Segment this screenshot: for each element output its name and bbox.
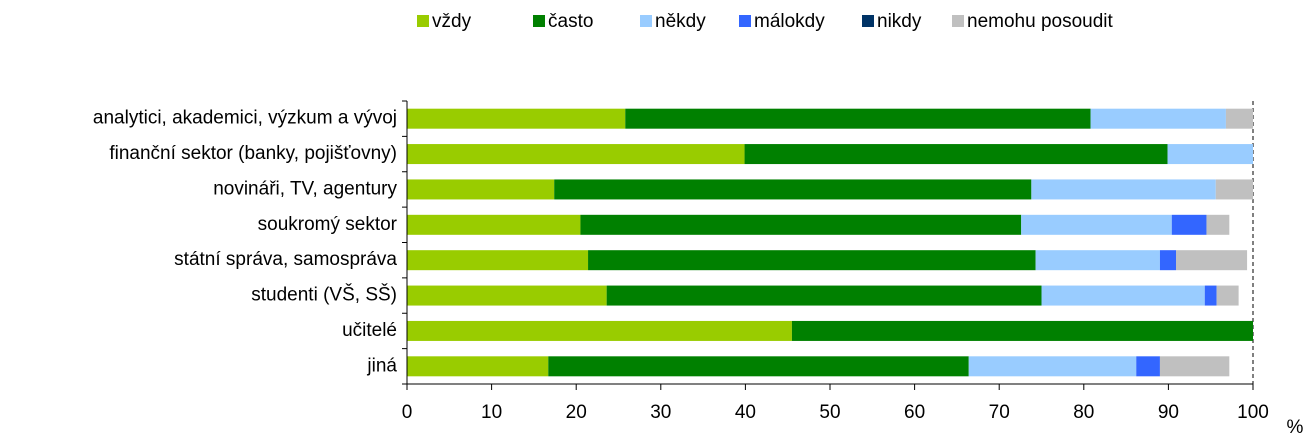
bar-segment (588, 250, 1036, 271)
legend-swatch (739, 15, 751, 27)
x-tick-label: 100 (1237, 402, 1269, 423)
legend-swatch (417, 15, 429, 27)
y-tick-label: soukromý sektor (258, 214, 398, 235)
bar-segment (1041, 285, 1205, 306)
bar-segment (407, 179, 555, 200)
bar-segment (407, 108, 626, 129)
bar-segment (407, 285, 607, 306)
x-axis-label: % (1287, 417, 1304, 438)
y-tick-label: analytici, akademici, výzkum a vývoj (93, 108, 397, 129)
legend-label: někdy (655, 11, 706, 32)
bar-segment (407, 250, 589, 271)
bar-segment (407, 214, 581, 235)
bar-segment (791, 320, 1253, 341)
x-tick-label: 50 (819, 402, 840, 423)
bar-segment (968, 356, 1137, 377)
legend-swatch (640, 15, 652, 27)
bar-segment (1159, 356, 1230, 377)
bar-segment (1090, 108, 1226, 129)
legend-swatch (862, 15, 874, 27)
bar-segment (625, 108, 1091, 129)
bar-segment (1167, 144, 1253, 165)
legend-swatch (533, 15, 545, 27)
legend-label: nikdy (877, 11, 922, 32)
bar-segment (1176, 250, 1248, 271)
bar-segment (1171, 214, 1207, 235)
bar-segment (580, 214, 1022, 235)
bar-segment (554, 179, 1032, 200)
bar-segment (548, 356, 969, 377)
legend-label: vždy (432, 11, 472, 32)
bar-segment (1215, 179, 1253, 200)
x-tick-label: 70 (989, 402, 1010, 423)
bar-segment (1159, 250, 1177, 271)
bar-segment (1031, 179, 1216, 200)
x-tick-label: 10 (481, 402, 502, 423)
x-tick-label: 30 (650, 402, 671, 423)
legend-label: nemohu posoudit (967, 11, 1113, 32)
x-tick-label: 20 (566, 402, 587, 423)
x-tick-label: 80 (1073, 402, 1094, 423)
bar-segment (1021, 214, 1172, 235)
x-tick-label: 60 (904, 402, 925, 423)
x-tick-label: 90 (1158, 402, 1179, 423)
bar-segment (1204, 285, 1217, 306)
bar-segment (1216, 285, 1239, 306)
bar-segment (407, 144, 745, 165)
bar-segment (1035, 250, 1160, 271)
y-tick-label: novináři, TV, agentury (213, 178, 397, 199)
legend-label: málokdy (754, 11, 825, 32)
y-tick-label: jiná (366, 355, 397, 376)
x-tick-label: 0 (402, 402, 413, 423)
bar-segment (1136, 356, 1160, 377)
y-tick-label: učitelé (342, 320, 397, 341)
bar-segment (744, 144, 1168, 165)
bar-segment (407, 320, 792, 341)
y-tick-label: státní správa, samospráva (174, 249, 397, 270)
x-tick-label: 40 (735, 402, 756, 423)
bar-segment (1225, 108, 1253, 129)
bar-segment (1206, 214, 1230, 235)
bar-segment (606, 285, 1042, 306)
legend-label: často (548, 11, 593, 32)
y-tick-label: finanční sektor (banky, pojišťovny) (109, 143, 397, 164)
y-tick-label: studenti (VŠ, SŠ) (251, 284, 397, 306)
bar-segment (407, 356, 549, 377)
legend-swatch (952, 15, 964, 27)
